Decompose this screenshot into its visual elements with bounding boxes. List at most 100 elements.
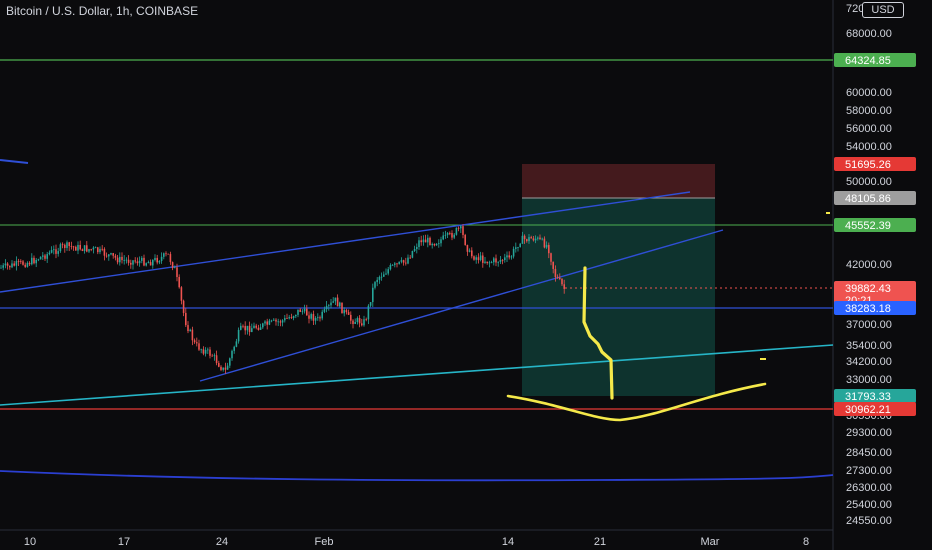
candle-body (218, 363, 220, 367)
candle-body (147, 262, 150, 264)
candle-body (15, 261, 18, 266)
candle-body (365, 319, 367, 321)
candle-body (391, 264, 394, 266)
candle-body (53, 249, 55, 251)
candle-body (376, 279, 378, 283)
moving-average-curve (0, 470, 834, 482)
candle-body (94, 247, 97, 249)
candle-body (543, 238, 546, 248)
candle-body (299, 309, 301, 312)
candle-body (224, 367, 227, 370)
candle-body (541, 238, 543, 240)
candle-body (369, 302, 372, 306)
price-tick-label: 42000.00 (846, 259, 892, 271)
candle-body (68, 242, 70, 247)
candle-body (81, 249, 84, 251)
candle-body (356, 318, 359, 323)
candle-body (455, 227, 458, 235)
price-tick-label: 24550.00 (846, 515, 892, 527)
candle-body (108, 254, 110, 257)
time-tick-label: 21 (594, 536, 606, 548)
candle-body (242, 325, 244, 327)
candle-body (521, 235, 524, 244)
candle-body (145, 263, 147, 266)
candle-body (336, 297, 339, 307)
candle-body (178, 277, 180, 288)
candle-body (28, 262, 31, 265)
candle-body (187, 325, 189, 332)
candle-body (64, 244, 66, 248)
candle-body (9, 265, 11, 268)
candle-body (31, 257, 33, 265)
candle-body (121, 256, 123, 261)
candle-body (277, 321, 279, 323)
candle-body (429, 237, 431, 246)
candle-body (515, 247, 517, 249)
price-tick-label: 35400.00 (846, 340, 892, 352)
currency-button[interactable]: USD (862, 2, 904, 18)
candle-body (479, 255, 482, 261)
candle-body (396, 263, 398, 265)
candle-body (270, 320, 273, 322)
candle-body (134, 260, 136, 262)
candle-body (372, 287, 374, 303)
candle-body (405, 262, 407, 264)
candle-body (105, 255, 108, 257)
candle-body (284, 318, 286, 321)
candle-body (451, 233, 453, 238)
price-badge-label: 45552.39 (845, 220, 891, 232)
candle-body (92, 247, 95, 250)
candle-body (222, 367, 224, 370)
candle-body (11, 263, 13, 268)
time-tick-label: Feb (315, 536, 334, 548)
price-badge (834, 157, 916, 171)
candle-body (354, 322, 356, 324)
price-badge-label: 38283.18 (845, 303, 891, 315)
candle-body (132, 260, 134, 265)
candle-body (385, 273, 387, 275)
candle-body (171, 262, 174, 269)
candle-body (253, 325, 255, 329)
candle-body (286, 318, 288, 319)
candle-body (563, 284, 565, 289)
projection-drawing (582, 266, 614, 400)
price-badge (834, 301, 916, 315)
candle-body (259, 327, 262, 330)
candle-body (552, 261, 554, 269)
candle-body (519, 243, 521, 248)
candle-body (303, 308, 306, 312)
candle-body (339, 302, 341, 307)
candle-body (35, 259, 37, 264)
candle-body (343, 310, 345, 314)
candle-body (246, 325, 249, 331)
marker-dash (826, 212, 830, 214)
candle-body (301, 311, 304, 313)
candle-body (319, 317, 321, 319)
candle-body (312, 314, 315, 321)
candle-body (512, 248, 515, 257)
candle-body (358, 318, 361, 324)
candle-body (290, 317, 293, 318)
bottom-curve-drawing (506, 382, 767, 422)
price-badge (834, 402, 916, 416)
candle-body (387, 269, 389, 274)
candle-body (136, 261, 139, 264)
price-tick-label: 60000.00 (846, 87, 892, 99)
candle-body (200, 349, 202, 351)
price-badge-label: 51695.26 (845, 159, 891, 171)
time-tick-label: 10 (24, 536, 36, 548)
candle-body (169, 254, 172, 263)
candle-body (152, 260, 154, 266)
candle-body (532, 238, 535, 241)
candle-body (449, 232, 451, 234)
candle-body (400, 260, 403, 262)
price-tick-label: 27300.00 (846, 465, 892, 477)
candle-body (48, 252, 51, 255)
candle-body (433, 243, 436, 246)
price-badge-label: 64324.85 (845, 55, 891, 67)
candle-body (314, 317, 317, 321)
candle-body (471, 250, 473, 257)
candle-body (75, 246, 77, 251)
candle-body (77, 244, 79, 251)
